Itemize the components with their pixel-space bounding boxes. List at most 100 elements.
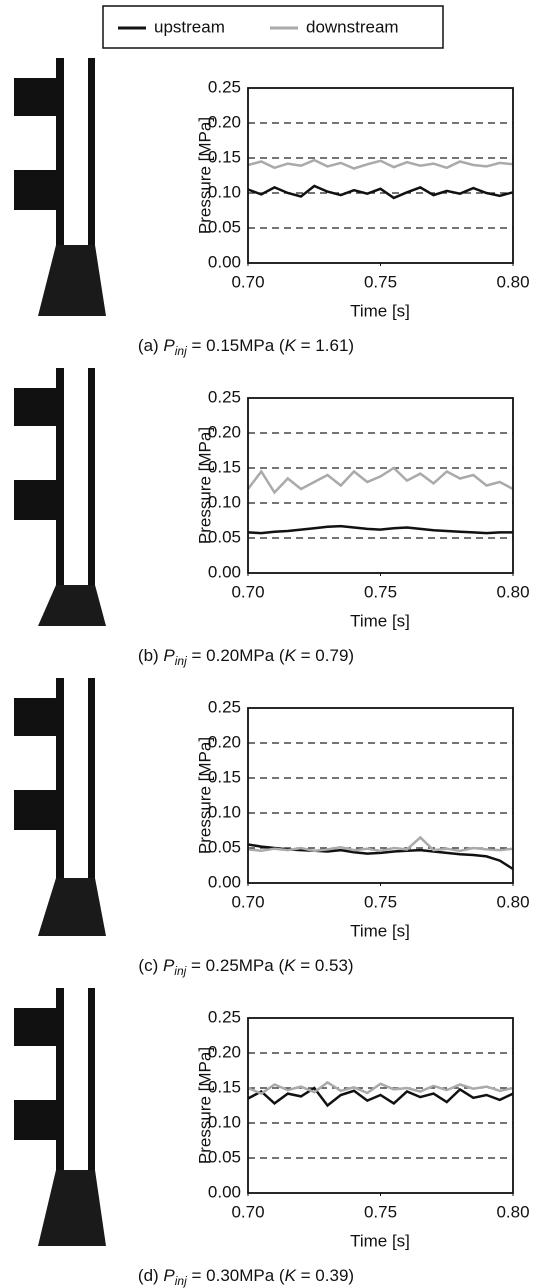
caption: (c) Pinj = 0.25MPa (K = 0.53): [138, 956, 353, 978]
photo: [14, 678, 106, 936]
y-tick-label: 0.00: [208, 1182, 241, 1201]
photo-wall: [88, 988, 95, 1246]
x-tick-label: 0.75: [364, 272, 397, 291]
photo-port: [14, 78, 58, 116]
y-tick-label: 0.05: [208, 527, 241, 546]
photo-wall: [56, 58, 64, 316]
y-tick-label: 0.05: [208, 217, 241, 236]
caption-part: (c): [138, 956, 163, 975]
series-line: [247, 1080, 514, 1096]
x-tick-label: 0.80: [496, 1202, 529, 1221]
plot-frame: [247, 707, 514, 884]
y-axis-label: Pressure [MPa]: [195, 427, 214, 544]
caption-part: P: [163, 336, 175, 355]
photo-wall: [88, 58, 95, 316]
caption-part: = 0.25MPa (: [186, 956, 284, 975]
x-axis-label: Time [s]: [350, 611, 410, 630]
caption-part: inj: [175, 1274, 187, 1288]
photo-liquid: [38, 585, 106, 626]
caption-part: P: [163, 646, 175, 665]
x-tick-label: 0.75: [364, 582, 397, 601]
photo-port: [14, 170, 58, 210]
photo-port: [14, 790, 58, 830]
y-tick-label: 0.10: [208, 1112, 241, 1131]
y-tick-label: 0.20: [208, 112, 241, 131]
x-tick-label: 0.75: [364, 1202, 397, 1221]
y-tick-label: 0.05: [208, 837, 241, 856]
y-tick-label: 0.10: [208, 492, 241, 511]
photo-wall: [56, 368, 64, 626]
photo-liquid: [38, 1170, 106, 1246]
caption-part: P: [163, 1266, 175, 1285]
x-axis-label: Time [s]: [350, 921, 410, 940]
plot-frame: [247, 1017, 514, 1194]
x-axis-label: Time [s]: [350, 1231, 410, 1250]
photo-port: [14, 1008, 58, 1046]
caption-part: K: [285, 1266, 297, 1285]
caption-part: = 0.39): [296, 1266, 354, 1285]
x-tick-label: 0.70: [231, 272, 264, 291]
caption-part: (a): [138, 336, 164, 355]
photo-liquid: [38, 245, 106, 316]
caption: (d) Pinj = 0.30MPa (K = 0.39): [138, 1266, 354, 1288]
y-tick-label: 0.25: [208, 77, 241, 96]
photo-liquid: [38, 878, 106, 936]
caption: (a) Pinj = 0.15MPa (K = 1.61): [138, 336, 354, 358]
y-tick-label: 0.25: [208, 697, 241, 716]
y-tick-label: 0.15: [208, 457, 241, 476]
caption-part: P: [163, 956, 175, 975]
plot-frame: [247, 87, 514, 264]
photo: [14, 58, 106, 316]
plot-frame: [247, 397, 514, 574]
y-axis-label: Pressure [MPa]: [195, 737, 214, 854]
series-line: [247, 524, 513, 535]
y-tick-label: 0.15: [208, 767, 241, 786]
x-tick-label: 0.75: [364, 892, 397, 911]
series-line: [247, 158, 514, 170]
caption-part: K: [285, 646, 297, 665]
caption: (b) Pinj = 0.20MPa (K = 0.79): [138, 646, 354, 668]
legend-label: upstream: [154, 17, 225, 36]
caption-part: K: [284, 956, 296, 975]
series-line: [247, 466, 514, 495]
series-line: [247, 184, 514, 200]
caption-part: K: [285, 336, 297, 355]
caption-part: inj: [174, 964, 186, 978]
caption-part: (d): [138, 1266, 164, 1285]
photo-wall: [88, 678, 95, 936]
x-axis-label: Time [s]: [350, 301, 410, 320]
y-tick-label: 0.00: [208, 562, 241, 581]
photo-port: [14, 698, 58, 736]
caption-part: inj: [175, 344, 187, 358]
legend-label: downstream: [306, 17, 399, 36]
photo-port: [14, 388, 58, 426]
y-tick-label: 0.00: [208, 252, 241, 271]
x-tick-label: 0.70: [231, 582, 264, 601]
caption-part: = 0.79): [296, 646, 354, 665]
caption-part: = 0.30MPa (: [187, 1266, 285, 1285]
y-axis-label: Pressure [MPa]: [195, 117, 214, 234]
photo: [14, 988, 106, 1246]
photo-port: [14, 1100, 58, 1140]
caption-part: inj: [175, 654, 187, 668]
y-tick-label: 0.20: [208, 732, 241, 751]
photo-port: [14, 480, 58, 520]
caption-part: (b): [138, 646, 164, 665]
y-tick-label: 0.00: [208, 872, 241, 891]
y-tick-label: 0.25: [208, 1007, 241, 1026]
caption-part: = 0.15MPa (: [187, 336, 285, 355]
y-tick-label: 0.25: [208, 387, 241, 406]
x-tick-label: 0.80: [496, 582, 529, 601]
y-tick-label: 0.20: [208, 422, 241, 441]
caption-part: = 0.20MPa (: [187, 646, 285, 665]
x-tick-label: 0.70: [231, 1202, 264, 1221]
x-tick-label: 0.80: [496, 892, 529, 911]
photo-wall: [56, 988, 64, 1246]
y-tick-label: 0.15: [208, 147, 241, 166]
series-line: [247, 1086, 514, 1108]
y-tick-label: 0.15: [208, 1077, 241, 1096]
y-tick-label: 0.20: [208, 1042, 241, 1061]
y-tick-label: 0.10: [208, 802, 241, 821]
x-tick-label: 0.70: [231, 892, 264, 911]
y-tick-label: 0.10: [208, 182, 241, 201]
